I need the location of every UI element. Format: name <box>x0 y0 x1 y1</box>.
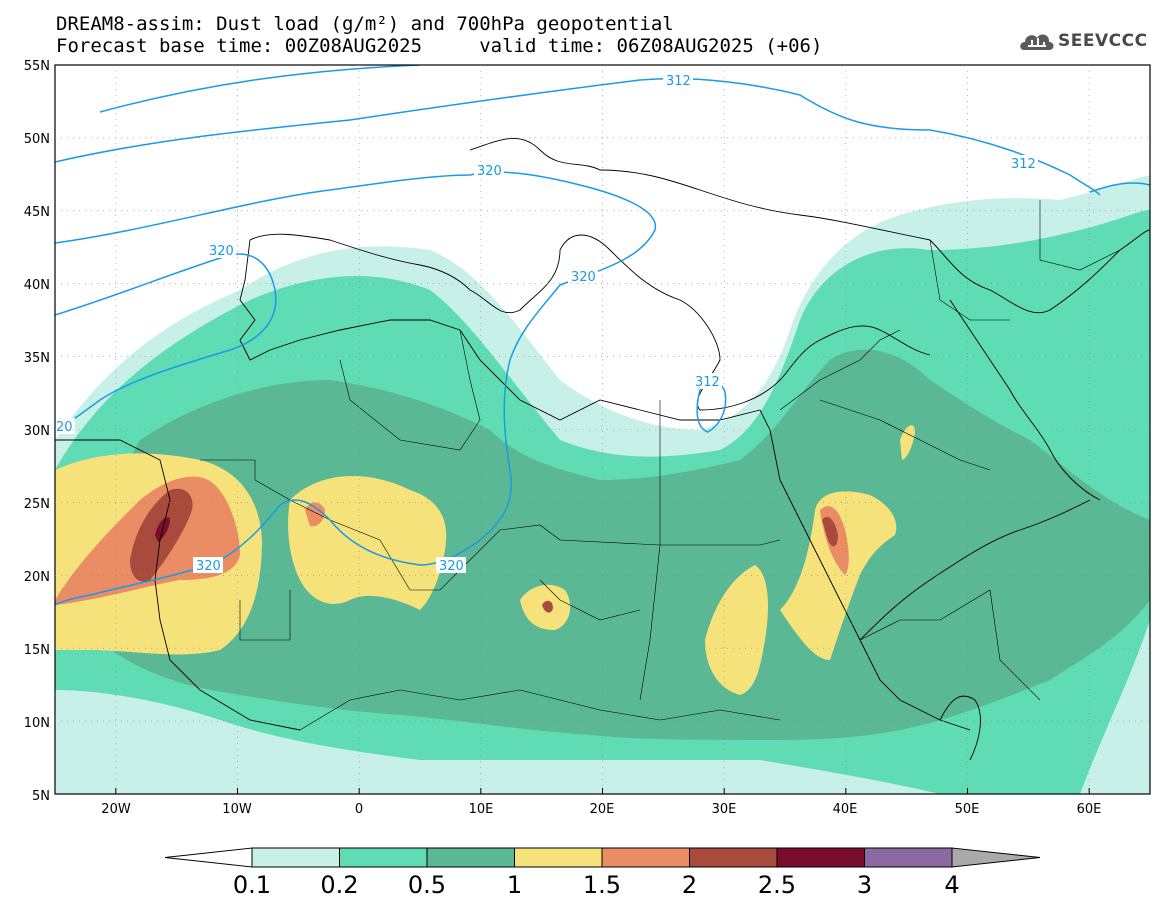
colorbar-box <box>251 847 340 868</box>
colorbar-boxes <box>164 847 1041 868</box>
contour-labels: 312 312 320 320 320 320 312 20 320 <box>55 72 1038 574</box>
contour-label: 312 <box>1011 157 1036 172</box>
lat-label: 40N <box>24 278 50 293</box>
colorbar-label: 4 <box>944 871 959 899</box>
colorbar-box <box>601 847 690 868</box>
colorbar-box <box>776 847 865 868</box>
lon-label: 40E <box>833 802 858 817</box>
lat-label: 35N <box>24 351 50 366</box>
contour-label: 320 <box>209 244 234 259</box>
colorbar-labels: 0.1 0.2 0.5 1 1.5 2 2.5 3 4 <box>233 871 960 899</box>
chart-title: DREAM8-assim: Dust load (g/m²) and 700hP… <box>56 13 674 35</box>
colorbar-over-arrow <box>951 847 1041 868</box>
borders <box>200 200 1121 731</box>
geopotential-contours <box>55 65 1150 606</box>
colorbar-box <box>339 847 428 868</box>
dust-region-vhigh-sahara <box>305 502 325 527</box>
colorbar-under-arrow <box>164 847 253 868</box>
contour-label: 320 <box>571 270 596 285</box>
dust-region-high-sahara <box>288 476 447 610</box>
lat-label: 5N <box>32 789 50 804</box>
dust-region-high-iraq <box>900 425 915 460</box>
lat-label: 15N <box>24 643 50 658</box>
lat-label: 20N <box>24 570 50 585</box>
lon-label: 10E <box>469 802 494 817</box>
lon-label: 50E <box>955 802 980 817</box>
contour-label: 20 <box>56 420 73 435</box>
contour-312-ne <box>1089 182 1150 193</box>
colorbar-label: 0.1 <box>233 871 271 899</box>
colorbar-label: 1.5 <box>583 871 621 899</box>
chart-subtitle: Forecast base time: 00Z08AUG2025 valid t… <box>56 35 823 57</box>
dust-region-high-arabia <box>780 491 897 660</box>
lon-label: 60E <box>1077 802 1102 817</box>
colorbar-label: 2 <box>682 871 697 899</box>
lon-label: 0 <box>355 802 363 817</box>
cloud-logo-icon <box>1020 34 1054 50</box>
contour-320-west <box>55 253 277 433</box>
colorbar-box <box>689 847 778 868</box>
colorbar-box <box>426 847 515 868</box>
lon-label: 30E <box>712 802 737 817</box>
contour-label: 312 <box>666 74 691 89</box>
lat-label: 30N <box>24 424 50 439</box>
lat-label: 50N <box>24 132 50 147</box>
contour-label: 320 <box>439 559 464 574</box>
dust-region-extreme-arabia <box>822 516 838 547</box>
dust-region-extreme-chad <box>542 600 553 613</box>
colorbar-box <box>514 847 603 868</box>
colorbar-label: 1 <box>507 871 522 899</box>
colorbar-label: 3 <box>857 871 872 899</box>
colorbar-label: 0.2 <box>320 871 358 899</box>
lat-label: 45N <box>24 205 50 220</box>
contour-312-north <box>99 65 421 113</box>
colorbar-label: 0.5 <box>408 871 446 899</box>
lat-label: 55N <box>24 59 50 74</box>
longitude-ticks: 20W 10W 0 10E 20E 30E 40E 50E 60E <box>101 802 1101 817</box>
contour-320-north <box>55 171 657 606</box>
lon-label: 10W <box>222 802 252 817</box>
dust-region-high-sudan <box>705 565 768 695</box>
lat-label: 10N <box>24 716 50 731</box>
colorbar-box <box>864 847 953 868</box>
contour-label: 312 <box>695 375 720 390</box>
lon-label: 20E <box>590 802 615 817</box>
latitude-ticks: 55N 50N 45N 40N 35N 30N 25N 20N 15N 10N … <box>24 59 50 804</box>
lon-label: 20W <box>101 802 131 817</box>
lat-label: 25N <box>24 497 50 512</box>
dust-region-mid <box>100 349 1150 740</box>
colorbar-label: 2.5 <box>758 871 796 899</box>
contour-label: 320 <box>477 164 502 179</box>
contour-label: 320 <box>196 559 221 574</box>
logo-text: SEEVCCC <box>1058 31 1148 51</box>
gridlines <box>55 65 1150 794</box>
